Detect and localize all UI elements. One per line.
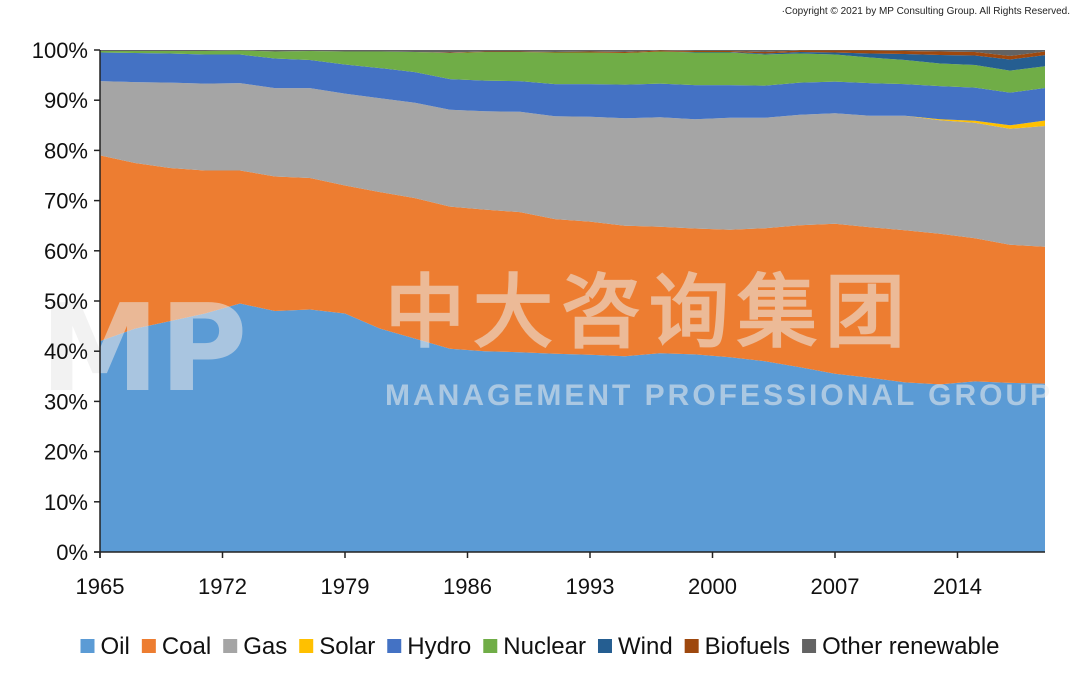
y-tick-label: 100% — [32, 38, 88, 63]
area-oil — [100, 303, 1045, 552]
legend-item-other-renewable: Other renewable — [802, 633, 1000, 660]
x-tick-label: 2000 — [688, 574, 737, 599]
legend-label-other-renewable: Other renewable — [822, 633, 999, 660]
x-tick-label: 1993 — [566, 574, 615, 599]
area-biofuels — [100, 50, 1045, 60]
legend-swatch-coal — [141, 639, 156, 653]
watermark: MP 中大咨询集团 MANAGEMENT PROFESSIONAL GROUP — [40, 266, 1053, 419]
legend-item-wind: Wind — [597, 633, 673, 660]
area-hydro — [100, 52, 1045, 126]
x-tick-label: 1972 — [198, 574, 247, 599]
x-tick-label: 2007 — [811, 574, 860, 599]
legend-label-nuclear: Nuclear — [503, 633, 586, 660]
legend-swatch-solar — [299, 639, 314, 653]
legend-item-nuclear: Nuclear — [483, 633, 586, 660]
axes-layer: 0% 10% 20% 30% 40% 50% 60% 70% 80% 90% 100% 1965 197… — [32, 38, 1045, 599]
area-series-layer — [100, 50, 1045, 552]
area-nuclear — [100, 50, 1045, 93]
y-tick-label: 60% — [44, 239, 88, 264]
y-tick-label: 0% — [56, 540, 88, 565]
legend-label-wind: Wind — [618, 633, 673, 660]
legend-item-biofuels: Biofuels — [684, 633, 790, 660]
y-tick-label: 50% — [44, 289, 88, 314]
legend-item-coal: Coal — [141, 633, 211, 660]
watermark-logo: MP — [40, 280, 247, 419]
legend-label-biofuels: Biofuels — [705, 633, 790, 660]
legend-label-solar: Solar — [319, 633, 375, 660]
y-tick-label: 10% — [44, 490, 88, 515]
legend-label-oil: Oil — [101, 633, 130, 660]
legend-label-hydro: Hydro — [407, 633, 471, 660]
legend-swatch-hydro — [387, 639, 402, 653]
y-tick-label: 80% — [44, 138, 88, 163]
y-tick-label: 40% — [44, 339, 88, 364]
y-tick-label: 90% — [44, 88, 88, 113]
legend: Oil Coal Gas Solar Hydro Nuclear Wind Biofuels O… — [80, 633, 1000, 660]
watermark-en-text: MANAGEMENT PROFESSIONAL GROUP — [385, 379, 1053, 412]
legend-swatch-gas — [223, 639, 238, 653]
x-tick-label: 1979 — [321, 574, 370, 599]
legend-swatch-wind — [597, 639, 612, 653]
legend-item-gas: Gas — [223, 633, 287, 660]
area-gas — [100, 81, 1045, 247]
y-tick-label: 70% — [44, 189, 88, 214]
x-tick-label: 2014 — [933, 574, 982, 599]
area-other-renewable — [100, 50, 1045, 57]
legend-label-gas: Gas — [243, 633, 287, 660]
x-tick-label: 1965 — [76, 574, 125, 599]
legend-swatch-biofuels — [684, 639, 699, 653]
x-tick-label: 1986 — [443, 574, 492, 599]
legend-item-hydro: Hydro — [387, 633, 471, 660]
legend-swatch-other-renewable — [802, 639, 817, 653]
legend-swatch-oil — [80, 639, 95, 653]
legend-item-oil: Oil — [80, 633, 130, 660]
area-coal — [100, 155, 1045, 385]
legend-label-coal: Coal — [162, 633, 211, 660]
y-tick-label: 20% — [44, 440, 88, 465]
legend-swatch-nuclear — [483, 639, 498, 653]
copyright-notice: ·Copyright © 2021 by MP Consulting Group… — [781, 6, 1070, 17]
y-tick-label: 30% — [44, 389, 88, 414]
watermark-cn-text: 中大咨询集团 — [385, 266, 913, 359]
legend-item-solar: Solar — [299, 633, 375, 660]
